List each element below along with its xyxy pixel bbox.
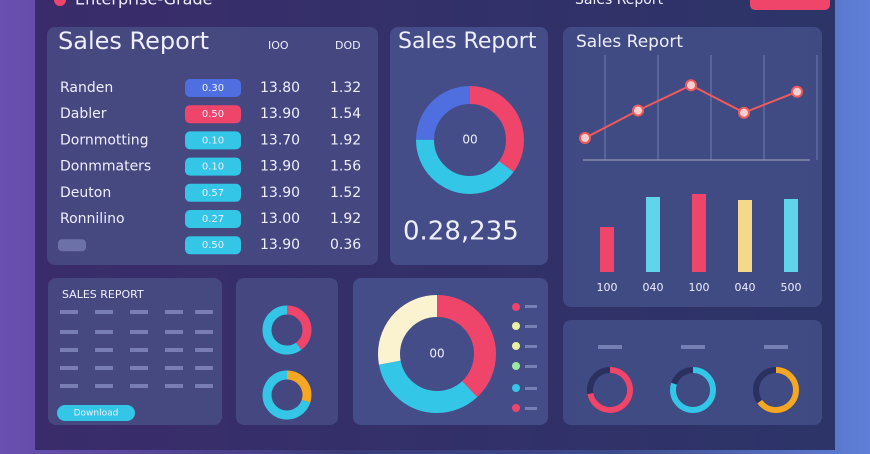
card-title: Sales Report (398, 29, 537, 54)
donut-center: 00 (462, 133, 477, 147)
row-value: 13.80 (260, 80, 300, 96)
badge-label: 0.57 (202, 188, 224, 199)
row-change: 1.54 (330, 106, 361, 122)
row-name: Dabler (60, 106, 107, 122)
donut-segment (378, 295, 496, 413)
decor (60, 305, 537, 410)
badge-label: 0.30 (202, 83, 224, 94)
card-title: Sales Report (58, 27, 209, 55)
badge-label: 0.10 (202, 162, 224, 173)
x-tick-label: 500 (781, 281, 802, 294)
point (685, 79, 697, 92)
row-change: 1.92 (330, 132, 361, 148)
row-value: 13.90 (260, 159, 300, 175)
legend-dot (512, 362, 520, 370)
point (791, 85, 803, 98)
bar (600, 227, 614, 272)
button-label[interactable]: Download (74, 409, 119, 419)
badge (185, 183, 241, 202)
bar (738, 200, 752, 272)
row-name: Donmmaters (60, 159, 151, 175)
point (632, 104, 644, 117)
total: 0.28,235 (403, 217, 519, 247)
legend-dot (512, 404, 520, 412)
card-title: SALES REPORT (62, 288, 144, 301)
button[interactable] (57, 405, 135, 421)
row-value: 13.90 (260, 106, 300, 122)
bar (692, 194, 706, 272)
badge (185, 157, 241, 176)
bar (784, 199, 798, 272)
app-title: Enterprise-Grade (75, 0, 212, 9)
card-title: Sales Report (576, 32, 683, 52)
row-change: 1.56 (330, 159, 361, 175)
badge-label: 0.50 (202, 109, 224, 120)
badge (185, 210, 241, 228)
card (563, 27, 822, 307)
donut-segment (262, 305, 312, 355)
dot (54, 0, 66, 6)
gauge-label (681, 345, 705, 349)
row-value: 13.90 (260, 185, 300, 201)
badge (185, 131, 241, 150)
badge (185, 79, 241, 97)
gauge (587, 367, 633, 413)
gauge-label (598, 345, 622, 349)
row-name: Ronnilino (60, 211, 125, 227)
donut-segment (378, 295, 496, 413)
row-change: 1.32 (330, 80, 361, 96)
row-name: Dornmotting (60, 132, 149, 148)
row-icon (58, 239, 86, 252)
badge (185, 236, 241, 255)
x-tick-label: 040 (643, 281, 664, 294)
row-change: 1.52 (330, 185, 361, 201)
legend-dot (512, 322, 520, 330)
point (579, 132, 591, 144)
donut-segment (416, 86, 524, 194)
bar (646, 197, 660, 272)
legend-dot (512, 303, 520, 311)
row-value: 13.90 (260, 237, 300, 253)
x-tick-label: 100 (597, 281, 618, 294)
top-link[interactable]: Sales Report (575, 0, 664, 8)
gauge (753, 367, 799, 413)
row-name: Deuton (60, 185, 111, 201)
top-button[interactable] (750, 0, 830, 10)
x-tick-label: 100 (689, 281, 710, 294)
donut-segment (262, 370, 312, 420)
row-value: 13.70 (260, 132, 300, 148)
legend-dot (512, 342, 520, 350)
badge-label: 0.10 (202, 135, 224, 146)
legend-dot (512, 384, 520, 392)
card (390, 27, 548, 265)
gauge (670, 367, 716, 413)
donut-center: 00 (429, 347, 444, 361)
gauge-label (764, 345, 788, 349)
row-change: 1.92 (330, 211, 361, 227)
row-value: 13.00 (260, 211, 300, 227)
row-name: Randen (60, 80, 113, 96)
badge-label: 0.50 (202, 240, 224, 251)
row-change: 0.36 (330, 237, 361, 253)
donut-segment (416, 86, 524, 194)
column-header: IOO (268, 39, 289, 52)
column-header: DOD (335, 39, 361, 52)
badge (185, 105, 241, 124)
point (738, 106, 750, 119)
badge-label: 0.27 (202, 214, 224, 225)
x-tick-label: 040 (735, 281, 756, 294)
